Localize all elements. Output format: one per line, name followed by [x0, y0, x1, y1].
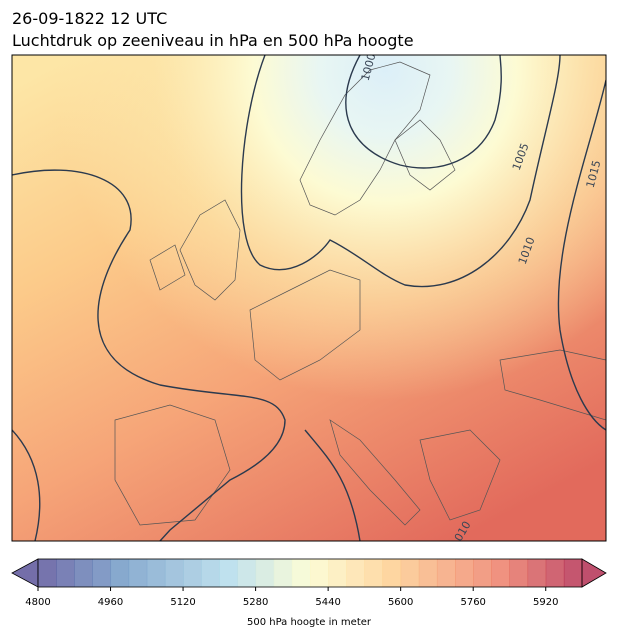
colorbar-tick-label: 5280: [243, 597, 268, 608]
colorbar-segment: [38, 559, 57, 587]
map: 1000 1005 1010 1015 1010: [12, 55, 606, 541]
isobars: [12, 55, 606, 541]
colorbar-segment: [455, 559, 474, 587]
colorbar-segment: [436, 559, 456, 587]
subtitle: Luchtdruk op zeeniveau in hPa en 500 hPa…: [12, 31, 414, 50]
colorbar-segment: [400, 559, 420, 587]
colorbar-segment: [328, 559, 347, 587]
colorbar-segment: [291, 559, 311, 587]
colorbar-segment: [346, 559, 365, 587]
colorbar-segment: [527, 559, 547, 587]
colorbar-segment: [473, 559, 492, 587]
colorbar-segment: [146, 559, 166, 587]
colorbar-segment: [418, 559, 438, 587]
colorbar-segment: [364, 559, 384, 587]
colorbar-segment: [128, 559, 148, 587]
colorbar-segment: [164, 559, 184, 587]
colorbar-segment: [183, 559, 202, 587]
colorbar-segment: [110, 559, 130, 587]
colorbar-segment: [509, 559, 529, 587]
colorbar-segment: [219, 559, 238, 587]
colorbar-segment: [545, 559, 565, 587]
map-frame: [11, 54, 607, 542]
colorbar-tick-label: 5120: [170, 597, 195, 608]
colorbar-segment: [92, 559, 112, 587]
colorbar-tick-label: 5760: [460, 597, 485, 608]
colorbar-extend-high: [581, 558, 607, 588]
colorbar-segment: [563, 559, 583, 587]
colorbar-tick-label: 4800: [25, 597, 50, 608]
title: 26-09-1822 12 UTC: [12, 9, 167, 28]
colorbar-segment: [491, 559, 510, 587]
colorbar-tick-label: 5920: [533, 597, 558, 608]
colorbar-extend-low: [11, 558, 39, 588]
colorbar-frame: [37, 558, 583, 588]
colorbar-segment: [310, 559, 329, 587]
map-cold-area: [12, 55, 606, 541]
colorbar-tick-label: 5600: [388, 597, 413, 608]
colorbar: 4800 4960 5120 5280 5440 5600 5760 5920: [11, 558, 607, 608]
colorbar-segment: [74, 559, 93, 587]
colorbar-tick-label: 5440: [315, 597, 340, 608]
colorbar-segment: [255, 559, 275, 587]
colorbar-segment: [237, 559, 257, 587]
colorbar-segment: [56, 559, 75, 587]
colorbar-segment: [382, 559, 402, 587]
colorbar-tick-label: 4960: [98, 597, 123, 608]
colorbar-label: 500 hPa hoogte in meter: [247, 617, 372, 628]
colorbar-segment: [273, 559, 293, 587]
colorbar-segment: [201, 559, 220, 587]
